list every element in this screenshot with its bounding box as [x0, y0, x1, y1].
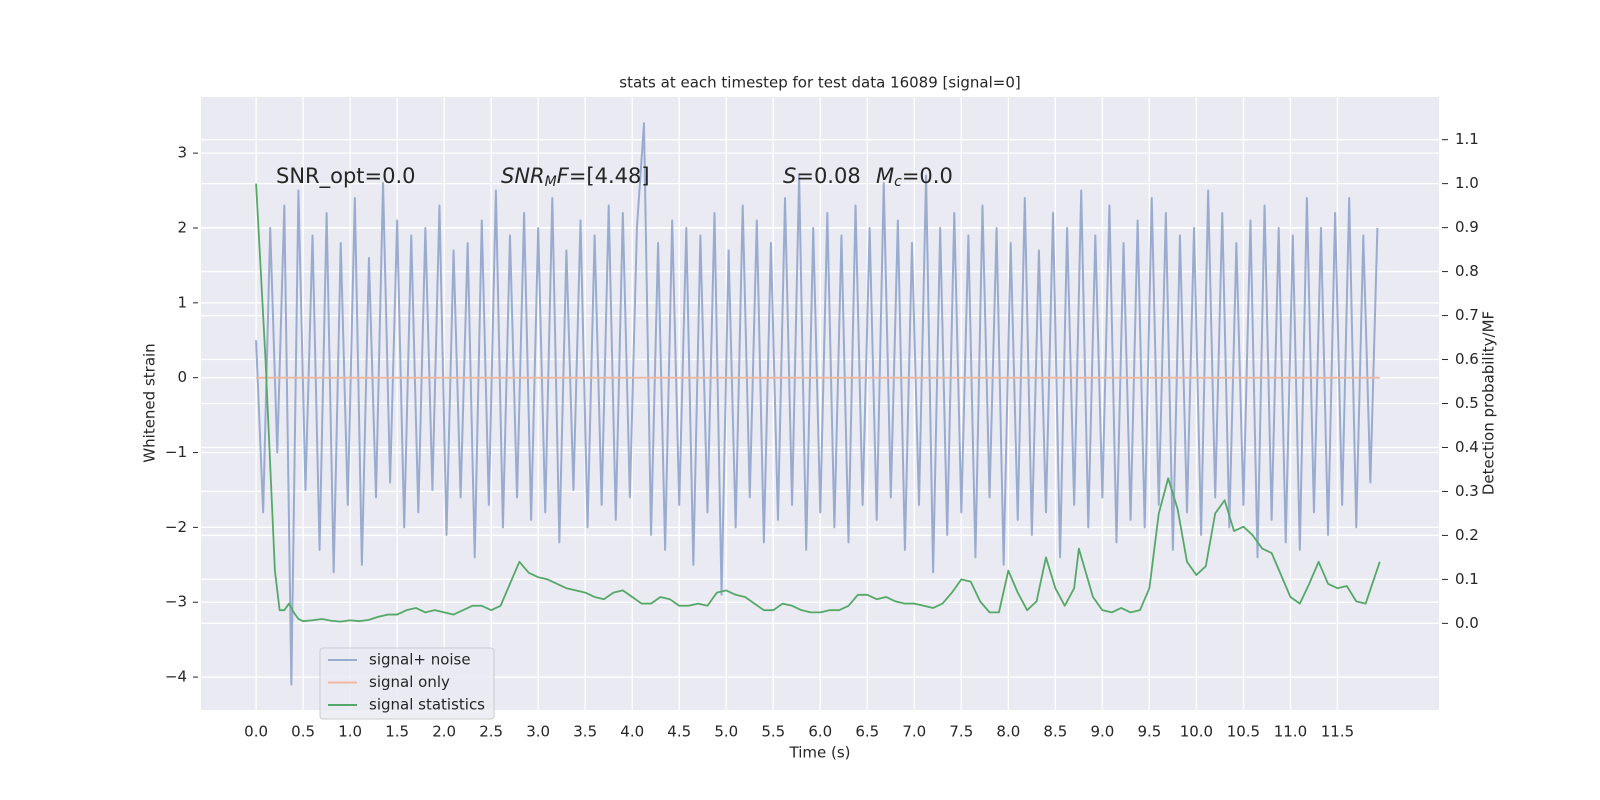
y2-tick-label: 0.5 — [1455, 394, 1479, 412]
y-axis-label: Whitened strain — [141, 343, 159, 462]
x-tick-label: 4.5 — [667, 723, 691, 741]
x-tick-label: 5.5 — [761, 723, 785, 741]
x-tick-label: 10.5 — [1227, 723, 1260, 741]
y-tick-label: 2 — [177, 218, 187, 236]
x-tick-label: 5.0 — [714, 723, 738, 741]
annotation: Mc=0.0 — [876, 164, 953, 190]
annotation: SNRMF=[4.48] — [501, 164, 650, 190]
y-tick-label: −2 — [165, 518, 187, 536]
x-tick-label: 10.0 — [1180, 723, 1213, 741]
x-tick-label: 3.0 — [526, 723, 550, 741]
annotation: S=0.08 — [783, 164, 861, 188]
x-tick-label: 9.5 — [1137, 723, 1161, 741]
x-tick-label: 6.0 — [808, 723, 832, 741]
y2-tick-label: 0.0 — [1455, 614, 1479, 632]
x-tick-label: 11.5 — [1321, 723, 1354, 741]
series-line — [255, 183, 1381, 623]
x-tick-label: 7.0 — [902, 723, 926, 741]
legend-label: signal+ noise — [369, 651, 471, 669]
grid — [201, 97, 1439, 710]
annotation-part: =0.0 — [902, 164, 953, 188]
x-tick-label: 6.5 — [855, 723, 879, 741]
y-tick-label: 3 — [177, 144, 187, 162]
y2-tick-label: 0.6 — [1455, 350, 1479, 368]
annotation-part: M — [876, 164, 894, 188]
y2-tick-label: 0.4 — [1455, 438, 1479, 456]
y2-tick-label: 0.1 — [1455, 570, 1479, 588]
y-tick-label: 1 — [177, 293, 187, 311]
annotation-part: =0.08 — [796, 164, 860, 188]
annotations: SNR_opt=0.0 SNRMF=[4.48] S=0.08 Mc=0.0 — [276, 164, 953, 190]
annotation-part: =[4.48] — [569, 164, 650, 188]
y2-axis-label: Detection probability/MF — [1480, 311, 1498, 495]
x-tick-label: 3.5 — [573, 723, 597, 741]
x-tick-label: 9.0 — [1090, 723, 1114, 741]
y2-tick-label: 0.9 — [1455, 218, 1479, 236]
y2-tick-label: 0.2 — [1455, 526, 1479, 544]
annotation-part: S — [783, 164, 796, 188]
x-axis-label: Time (s) — [789, 744, 851, 762]
y-tick-label: −1 — [165, 443, 187, 461]
x-tick-label: 8.0 — [996, 723, 1020, 741]
x-tick-label: 4.0 — [620, 723, 644, 741]
legend-label: signal only — [369, 673, 450, 691]
y-tick-label: −4 — [165, 668, 187, 686]
annotation-part: F=[4.48] — [557, 164, 650, 188]
x-tick-label: 7.5 — [949, 723, 973, 741]
x-tick-label: 11.0 — [1274, 723, 1307, 741]
y2-tick-label: 0.8 — [1455, 262, 1479, 280]
y2-tick-label: 1.0 — [1455, 174, 1479, 192]
y2-tick-label: 0.7 — [1455, 306, 1479, 324]
annotation: SNR_opt=0.0 — [276, 164, 416, 189]
y-tick-label: 0 — [177, 368, 187, 386]
x-tick-label: 8.5 — [1043, 723, 1067, 741]
x-tick-label: 2.0 — [432, 723, 456, 741]
x-tick-label: 0.5 — [291, 723, 315, 741]
annotation-part: F — [557, 164, 570, 188]
legend: signal+ noise signal only signal statistic… — [319, 647, 495, 720]
marks — [255, 122, 1381, 686]
y2-tick-label: 1.1 — [1455, 130, 1479, 148]
axes: 0.0 0.5 1.0 1.5 2.0 2.5 3.0 3.5 4.0 4.5 5.0 5.5 6.0 6… — [165, 130, 1479, 740]
series-line — [255, 122, 1379, 686]
x-tick-label: 0.0 — [244, 723, 268, 741]
legend-box — [319, 647, 495, 720]
chart-title: stats at each timestep for test data 160… — [619, 74, 1020, 92]
annotation-part: c — [894, 174, 902, 190]
x-tick-label: 1.0 — [338, 723, 362, 741]
y-tick-label: −3 — [165, 593, 187, 611]
annotation-part: SNR_opt=0.0 — [276, 164, 416, 189]
annotation-part: SNR — [501, 164, 545, 188]
annotation-part: M — [545, 174, 557, 190]
x-tick-label: 1.5 — [385, 723, 409, 741]
x-tick-label: 2.5 — [479, 723, 503, 741]
legend-label: signal statistics — [369, 696, 485, 714]
y2-tick-label: 0.3 — [1455, 482, 1479, 500]
